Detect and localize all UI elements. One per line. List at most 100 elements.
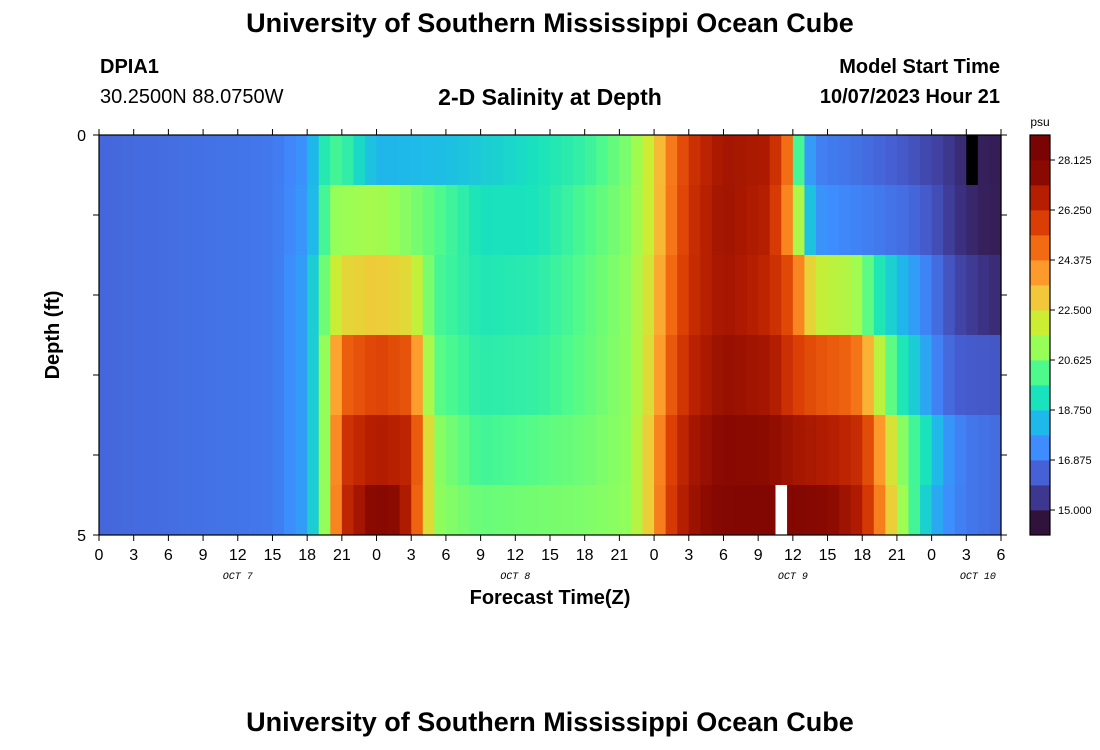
heatmap-cell [526,255,540,336]
heatmap-cell [168,485,181,536]
heatmap-cell [318,185,331,256]
heatmap-cell [353,485,366,536]
heatmap-cell [168,415,181,486]
heatmap-cell [249,255,262,336]
heatmap-cell [630,255,644,336]
heatmap-cell [723,415,736,486]
heatmap-cell [642,415,655,486]
x-tick-label: 9 [199,547,208,564]
heatmap-cell [272,255,285,336]
heatmap-cell [815,185,829,256]
heatmap-cell [284,135,297,186]
heatmap-cell [307,185,320,256]
heatmap-cell [214,135,227,186]
heatmap-cell [966,335,979,416]
heatmap-cell [99,415,112,486]
heatmap-cell [792,185,806,256]
heatmap-cell [920,485,933,536]
heatmap-cell [237,185,250,256]
heatmap-cell [388,335,401,416]
heatmap-cell [700,135,713,186]
heatmap-cell [318,335,331,416]
heatmap-cell [272,415,285,486]
footer-title: University of Southern Mississippi Ocean… [246,707,854,737]
heatmap-cell [168,255,181,336]
heatmap-cell [133,135,146,186]
heatmap-cell [815,255,829,336]
heatmap-cell [503,135,516,186]
heatmap-cell [607,415,620,486]
heatmap-cell [735,335,748,416]
heatmap-cell [630,485,644,536]
heatmap-cell [711,335,725,416]
heatmap-cell [862,485,875,536]
heatmap-cell [503,485,516,536]
day-label: OCT 8 [500,572,530,583]
heatmap-cell [480,255,493,336]
heatmap-cell [908,485,921,536]
heatmap-cell [885,135,898,186]
heatmap-cell [122,335,135,416]
x-tick-label: 9 [476,547,485,564]
heatmap-cell [145,255,158,336]
x-tick-label: 0 [95,547,104,564]
colorbar-swatch [1030,385,1050,411]
heatmap-cell [122,255,135,336]
colorbar-swatch [1030,235,1050,261]
heatmap-cell [422,485,435,536]
heatmap-cell [376,135,389,186]
colorbar-tick-label: 22.500 [1058,305,1092,317]
heatmap-cell [908,415,921,486]
heatmap-cell [792,485,806,536]
heatmap-cell [723,135,736,186]
heatmap-cell [237,135,250,186]
heatmap-cell [920,185,933,256]
heatmap-cell [526,335,540,416]
heatmap-cell [596,255,609,336]
heatmap-cell [677,255,690,336]
colorbar-swatch [1030,460,1050,486]
heatmap-cell [110,415,123,486]
heatmap-cell [885,255,898,336]
heatmap-cell [931,255,944,336]
heatmap-cell [492,255,505,336]
heatmap-cell [388,185,401,256]
heatmap-cell [341,335,355,416]
heatmap-cell [873,415,886,486]
heatmap-cell [769,185,782,256]
heatmap-cell [850,335,863,416]
heatmap-cell [445,135,459,186]
colorbar-swatch [1030,335,1050,361]
heatmap-cell [769,335,782,416]
heatmap-cell [318,255,331,336]
heatmap-cell [839,415,852,486]
heatmap-cell [538,255,551,336]
heatmap-cell [642,335,655,416]
y-axis-label: Depth (ft) [42,291,64,380]
heatmap-cell [191,185,204,256]
heatmap-cell [330,185,343,256]
heatmap-cell [99,255,112,336]
heatmap-cell [561,185,574,256]
heatmap-cell [133,415,146,486]
colorbar-frame [1029,134,1051,536]
heatmap-cell [364,185,378,256]
heatmap-cell [445,255,459,336]
heatmap-cell [318,135,331,186]
heatmap-cell [607,255,620,336]
heatmap-cell [873,185,886,256]
x-tick-label: 6 [164,547,173,564]
heatmap-cell [792,255,806,336]
x-tick-label: 21 [610,547,628,564]
heatmap-cell [711,255,725,336]
x-tick-label: 12 [784,547,802,564]
heatmap-cell [977,255,991,336]
heatmap-cell [781,185,794,256]
heatmap-cell [920,335,933,416]
heatmap-cell [654,135,667,186]
heatmap-cell [469,135,482,186]
heatmap-cell [538,135,551,186]
heatmap-cell [688,485,701,536]
x-tick-label: 12 [506,547,524,564]
heatmap-cell [954,185,967,256]
